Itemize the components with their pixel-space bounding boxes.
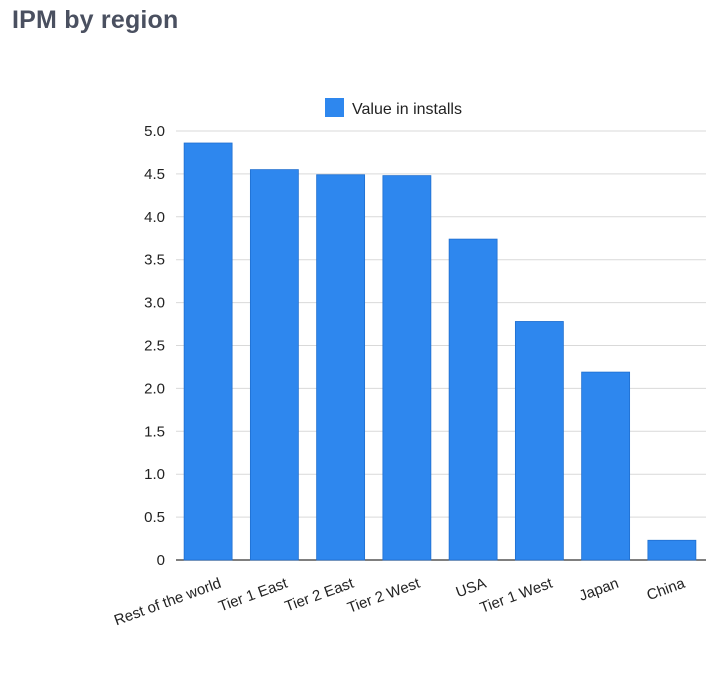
x-tick-label: Tier 2 West xyxy=(345,575,423,617)
x-tick-label: Tier 2 East xyxy=(283,574,357,615)
x-tick-label: Tier 1 East xyxy=(216,574,290,615)
x-tick-label: Tier 1 West xyxy=(478,575,556,617)
y-tick-label: 4.5 xyxy=(144,166,165,183)
bars xyxy=(183,142,697,561)
y-tick-label: 5.0 xyxy=(144,123,165,140)
y-tick-label: 3.0 xyxy=(144,295,165,312)
y-tick-label: 2.5 xyxy=(144,338,165,355)
y-tick-label: 1.0 xyxy=(144,466,165,483)
bar xyxy=(581,371,631,561)
x-tick-label: Rest of the world xyxy=(112,575,224,629)
bar xyxy=(647,539,697,561)
y-axis-ticks: 0 0.5 1.0 1.5 2.0 2.5 3.0 3.5 4.0 4.5 5.0 xyxy=(144,123,165,569)
y-tick-label: 0.5 xyxy=(144,509,165,526)
legend-label: Value in installs xyxy=(352,101,462,118)
bar xyxy=(249,169,299,561)
y-tick-label: 4.0 xyxy=(144,209,165,226)
bar xyxy=(382,175,432,561)
y-tick-label: 2.0 xyxy=(144,380,165,397)
x-tick-label: Japan xyxy=(577,575,621,605)
bar xyxy=(448,238,498,561)
x-tick-label: China xyxy=(645,575,688,605)
bar xyxy=(316,174,366,561)
page-title: IPM by region xyxy=(12,6,179,34)
legend-swatch xyxy=(325,98,344,117)
legend: Value in installs xyxy=(325,98,462,118)
y-tick-label: 3.5 xyxy=(144,252,165,269)
bar xyxy=(514,321,564,561)
x-tick-label: USA xyxy=(454,575,489,602)
y-tick-label: 1.5 xyxy=(144,423,165,440)
bar xyxy=(183,142,233,561)
y-tick-label: 0 xyxy=(157,552,165,569)
